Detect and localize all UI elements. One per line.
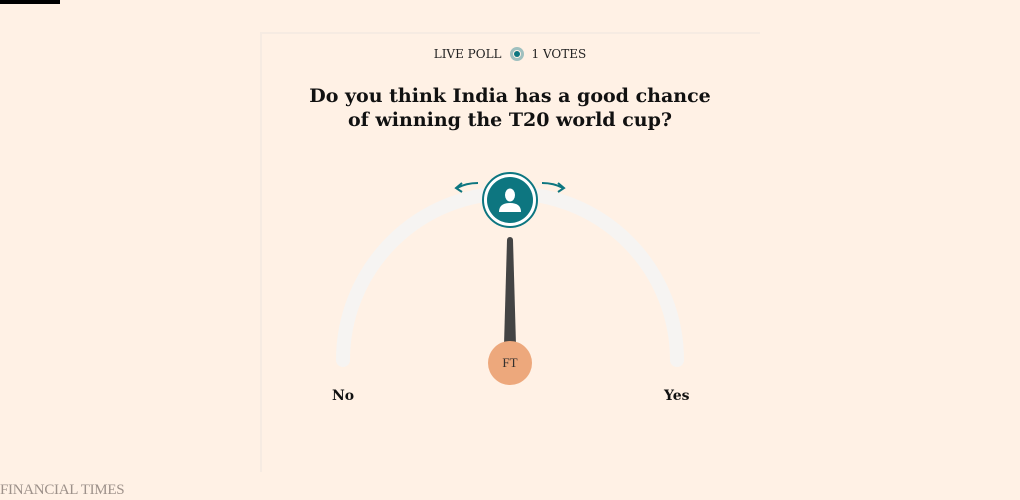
slider-handle[interactable] [482, 172, 538, 228]
card-border-left [260, 32, 262, 472]
top-bar [0, 0, 60, 4]
label-yes: Yes [664, 388, 690, 404]
card-border-top [260, 32, 760, 34]
poll-question: Do you think India has a good chance of … [309, 85, 711, 131]
financial-times-logo[interactable]: FINANCIAL TIMES [0, 482, 125, 498]
user-icon [499, 188, 521, 212]
gauge-needle [504, 240, 516, 345]
votes-count: 1 VOTES [531, 47, 587, 61]
live-poll-label: LIVE POLL [433, 47, 502, 61]
poll-header: LIVE POLL 1 VOTES [0, 47, 1020, 61]
arrow-right-icon [541, 182, 566, 193]
arrow-left-icon [454, 182, 479, 193]
live-indicator-icon [509, 47, 524, 61]
label-no: No [332, 388, 355, 404]
ft-badge: FT [488, 341, 532, 385]
